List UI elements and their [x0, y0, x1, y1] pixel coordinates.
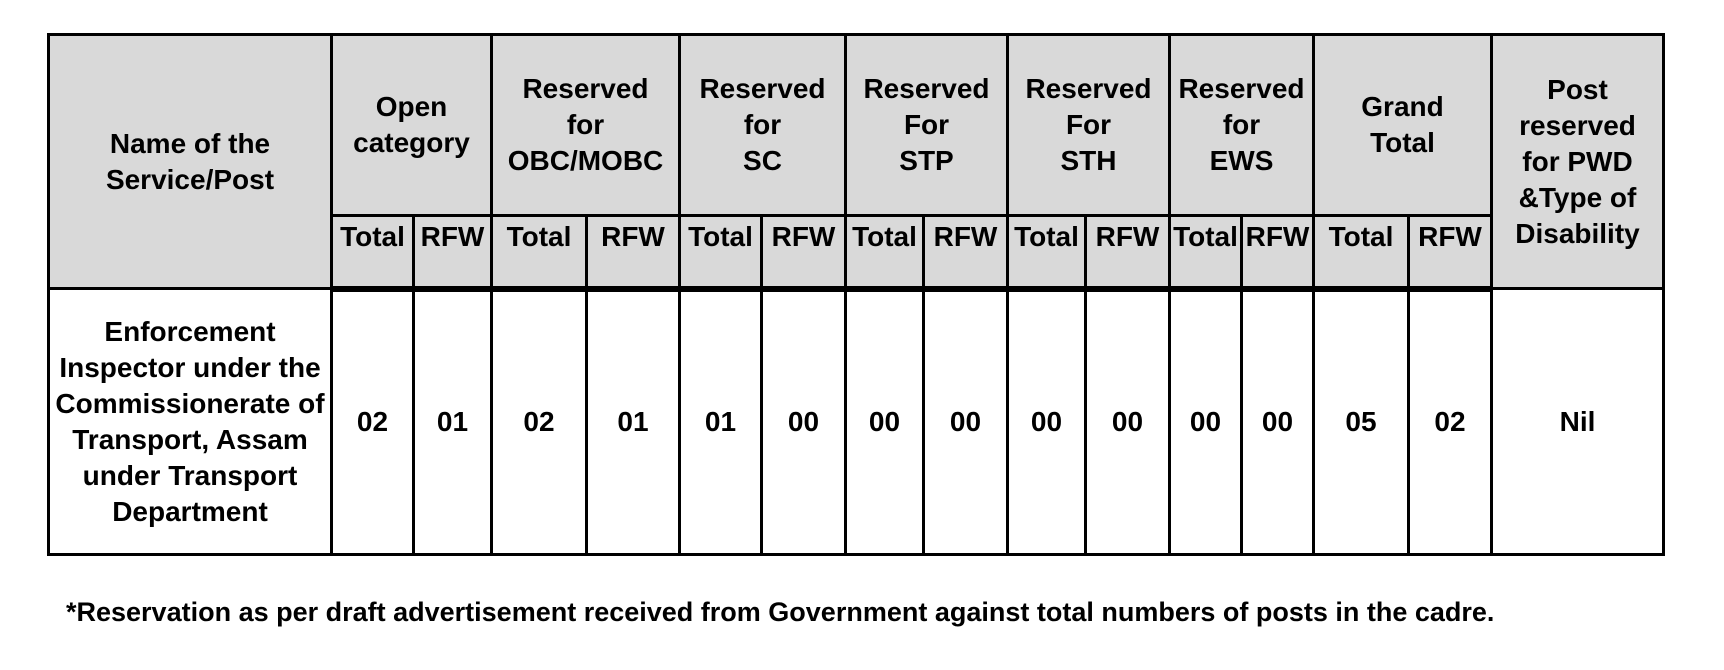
- subheader-sth-total: Total: [1006, 214, 1087, 292]
- header-row-groups: Name of the Service/Post Open category R…: [47, 33, 1665, 290]
- subheader-ews-rfw: RFW: [1240, 214, 1315, 292]
- cell-open-total: 02: [330, 287, 415, 556]
- subheader-stp-total: Total: [844, 214, 925, 292]
- cell-grand-total: 05: [1312, 287, 1410, 556]
- cell-pwd: Nil: [1490, 287, 1665, 556]
- header-row-subcolumns: Total RFW Total RFW Total RFW Total RFW …: [49, 214, 1664, 292]
- subheader-obc-total: Total: [490, 214, 588, 292]
- cell-sc-rfw: 00: [760, 287, 847, 556]
- subheader-grand-total: Total: [1312, 214, 1410, 292]
- cell-open-rfw: 01: [412, 287, 493, 556]
- cell-stp-rfw: 00: [922, 287, 1009, 556]
- header-pwd-disability: Post reserved for PWD &Type of Disabilit…: [1490, 33, 1665, 290]
- cell-ews-rfw: 00: [1240, 287, 1315, 556]
- header-reserved-ews: Reserved for EWS: [1168, 33, 1315, 217]
- subheader-grand-rfw: RFW: [1407, 214, 1493, 292]
- subheader-sth-rfw: RFW: [1084, 214, 1171, 292]
- reservation-table: Name of the Service/Post Open category R…: [47, 33, 1665, 556]
- subheader-stp-rfw: RFW: [922, 214, 1009, 292]
- subheader-open-rfw: RFW: [412, 214, 493, 292]
- cell-grand-rfw: 02: [1407, 287, 1493, 556]
- header-reserved-sth: Reserved For STH: [1006, 33, 1171, 217]
- cell-obc-rfw: 01: [585, 287, 681, 556]
- header-name-of-service-post: Name of the Service/Post: [47, 33, 333, 290]
- subheader-open-total: Total: [330, 214, 415, 292]
- cell-sth-total: 00: [1006, 287, 1087, 556]
- subheader-sc-total: Total: [678, 214, 763, 292]
- reservation-footnote: *Reservation as per draft advertisement …: [66, 597, 1495, 627]
- subheader-obc-rfw: RFW: [585, 214, 681, 292]
- subheader-ews-total: Total: [1168, 214, 1243, 292]
- cell-sc-total: 01: [678, 287, 763, 556]
- header-open-category: Open category: [330, 33, 493, 217]
- header-reserved-sc: Reserved for SC: [678, 33, 847, 217]
- cell-sth-rfw: 00: [1084, 287, 1171, 556]
- header-reserved-obc-mobc: Reserved for OBC/MOBC: [490, 33, 681, 217]
- cell-service-post-name: Enforcement Inspector under the Commissi…: [47, 287, 333, 556]
- data-row-enforcement-inspector: Enforcement Inspector under the Commissi…: [47, 287, 1665, 556]
- subheader-sc-rfw: RFW: [760, 214, 847, 292]
- cell-obc-total: 02: [490, 287, 588, 556]
- header-reserved-stp: Reserved For STP: [844, 33, 1009, 217]
- header-grand-total: Grand Total: [1312, 33, 1493, 217]
- cell-stp-total: 00: [844, 287, 925, 556]
- cell-ews-total: 00: [1168, 287, 1243, 556]
